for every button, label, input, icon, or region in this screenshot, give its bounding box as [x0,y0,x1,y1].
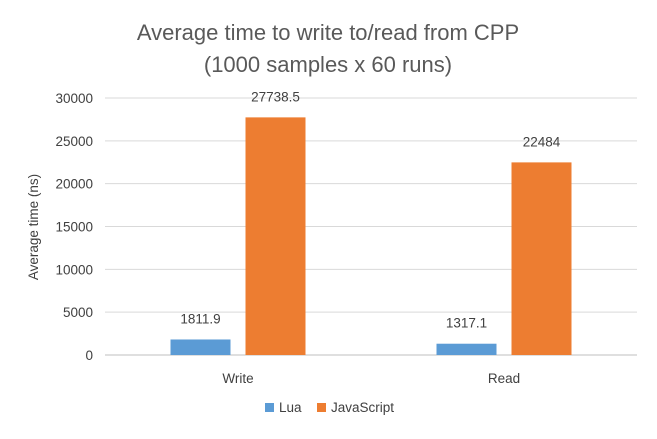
data-label: 22484 [523,134,561,149]
y-axis-ticks: 0 5000 10000 15000 20000 25000 30000 [55,91,93,363]
legend: Lua JavaScript [265,400,394,415]
y-tick-label: 15000 [55,220,93,235]
x-tick-label: Write [222,371,253,386]
legend-swatch-javascript [317,403,326,412]
y-tick-label: 25000 [55,134,93,149]
bars: 1811.9 27738.5 1317.1 22484 [170,89,572,355]
y-tick-label: 10000 [55,262,93,277]
data-label: 27738.5 [251,89,300,104]
legend-swatch-lua [265,403,274,412]
x-axis-ticks: Write Read [222,371,520,386]
bar-javascript-write [245,117,306,355]
y-tick-label: 5000 [63,305,93,320]
x-tick-label: Read [488,371,520,386]
bar-javascript-read [511,162,572,355]
y-tick-label: 20000 [55,177,93,192]
chart-subtitle: (1000 samples x 60 runs) [204,52,452,77]
y-tick-label: 0 [85,348,93,363]
y-axis-title: Average time (ns) [26,174,41,280]
chart-title: Average time to write to/read from CPP [137,20,519,45]
data-label: 1317.1 [446,316,487,331]
bar-lua-write [170,339,231,355]
legend-label-lua: Lua [279,400,302,415]
data-label: 1811.9 [180,311,220,326]
y-tick-label: 30000 [55,91,93,106]
bar-lua-read [436,343,497,355]
legend-label-javascript: JavaScript [331,400,394,415]
